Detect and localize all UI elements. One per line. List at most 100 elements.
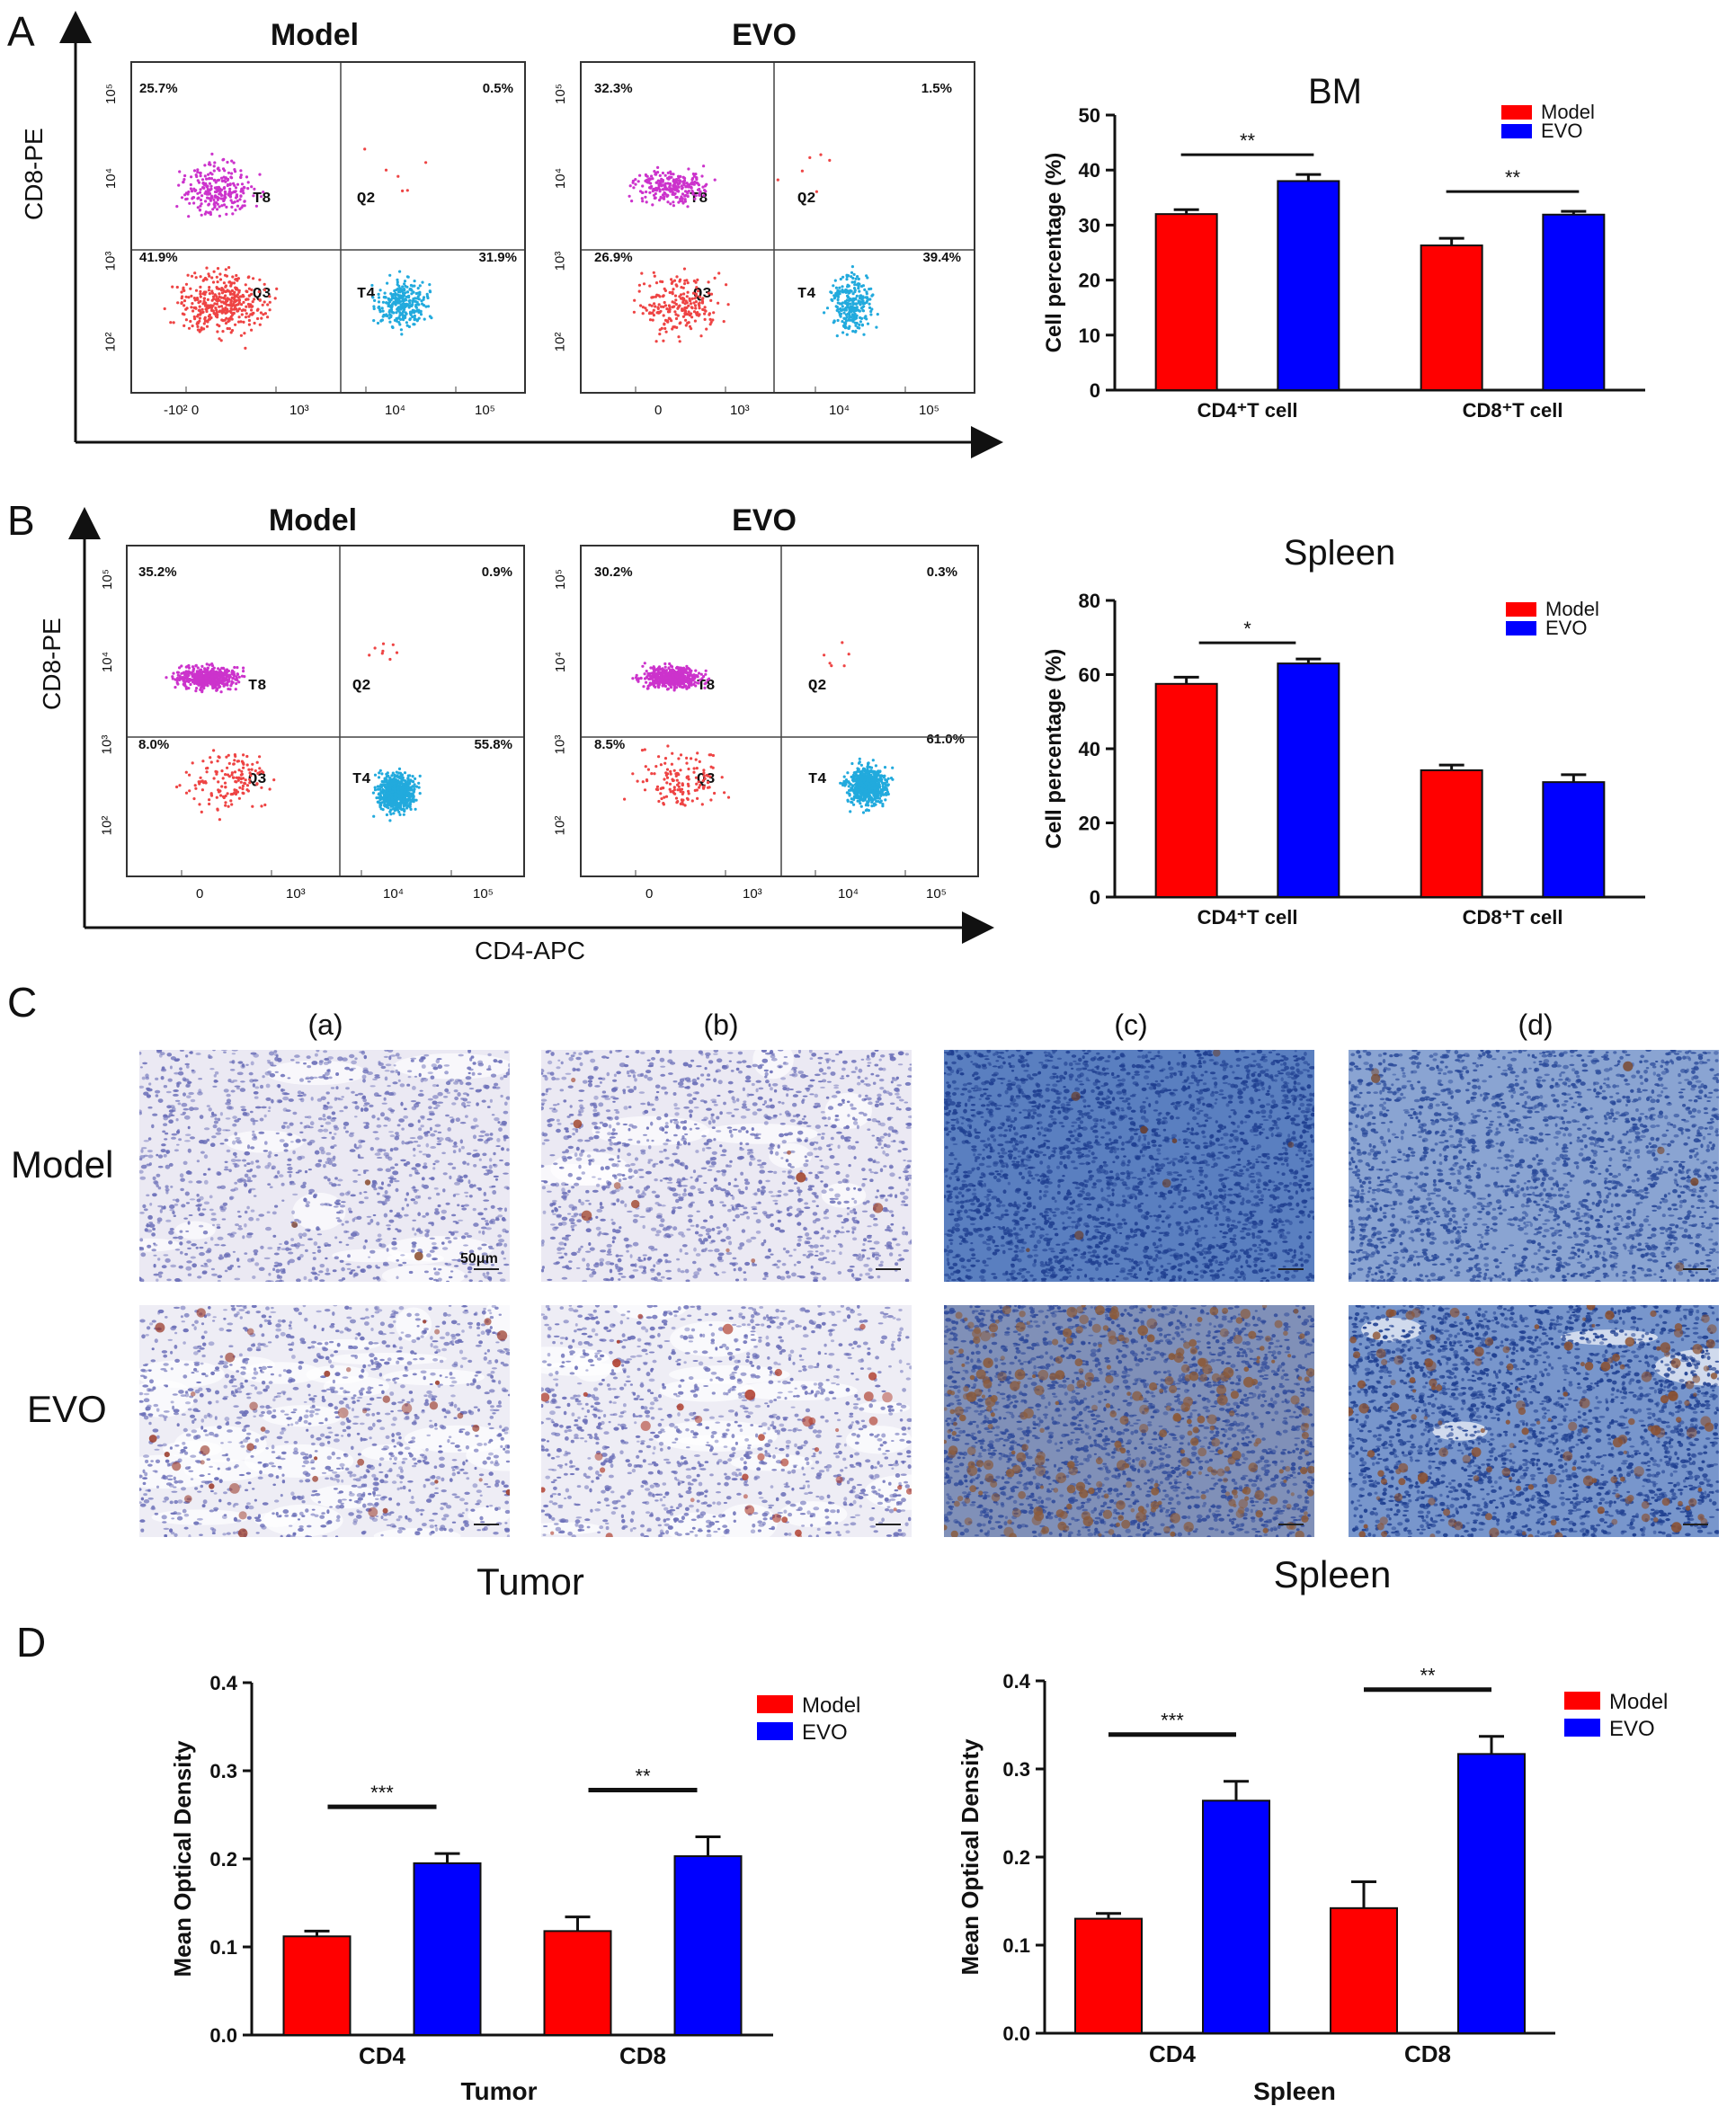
event-dot [413, 787, 416, 791]
event-dot [709, 753, 713, 757]
nucleus [395, 1228, 398, 1231]
event-dot [659, 180, 663, 183]
event-dot [251, 305, 254, 308]
event-dot [687, 778, 690, 781]
event-dot [839, 308, 842, 312]
event-dot [206, 298, 209, 301]
event-dot [851, 300, 855, 304]
event-dot [875, 777, 878, 780]
event-dot [207, 315, 210, 318]
event-dot [212, 198, 216, 202]
event-dot [191, 679, 194, 682]
nucleus [197, 1091, 203, 1096]
event-dot [641, 306, 645, 309]
bar-model [282, 1935, 352, 2036]
event-dot [245, 763, 249, 767]
event-dot [858, 323, 861, 326]
nucleus [444, 1237, 451, 1240]
gate-t4: T4 [357, 286, 375, 303]
event-dot [175, 680, 179, 685]
event-dot [700, 174, 704, 178]
event-dot [388, 657, 392, 662]
tick-y: 10⁴ [553, 652, 568, 672]
event-dot [659, 675, 663, 679]
nucleus [306, 1055, 311, 1059]
nucleus [468, 1249, 475, 1254]
event-dot [199, 198, 203, 202]
nucleus [416, 1144, 422, 1147]
event-dot [215, 688, 218, 692]
event-dot [258, 298, 262, 302]
event-dot [378, 804, 382, 807]
event-dot [191, 324, 194, 328]
event-dot [212, 169, 216, 173]
event-dot [237, 315, 241, 319]
event-dot [720, 776, 724, 779]
event-dot [242, 320, 245, 324]
nucleus [316, 1050, 320, 1053]
nucleus [423, 1053, 430, 1057]
event-dot [708, 677, 711, 680]
event-dot [650, 304, 654, 307]
event-dot [686, 194, 690, 199]
event-dot [244, 308, 247, 312]
event-dot [246, 181, 250, 184]
event-dot [691, 172, 695, 176]
event-dot [225, 673, 228, 677]
event-dot [845, 278, 849, 281]
nucleus [200, 1151, 205, 1154]
nucleus [314, 1275, 318, 1281]
event-dot [711, 318, 715, 322]
event-dot [228, 187, 232, 191]
tick-x: -10² 0 [164, 403, 199, 418]
event-dot [839, 312, 843, 315]
event-dot [400, 787, 404, 790]
event-dot [395, 805, 398, 809]
nucleus [335, 1086, 339, 1090]
nucleus [243, 1178, 247, 1184]
event-dot [891, 778, 895, 781]
event-dot [850, 761, 854, 766]
event-dot [380, 801, 384, 804]
event-dot [206, 766, 209, 770]
event-dot [422, 296, 426, 299]
event-dot [243, 200, 246, 203]
event-dot [231, 680, 235, 684]
event-dot [637, 289, 641, 293]
event-dot [859, 316, 864, 320]
event-dot [215, 275, 218, 279]
event-dot [225, 303, 228, 307]
event-dot [191, 196, 196, 200]
event-dot [184, 672, 188, 676]
nucleus [406, 1070, 413, 1073]
event-dot [239, 320, 243, 324]
event-dot [854, 324, 858, 327]
event-dot [200, 685, 203, 689]
event-dot [203, 191, 207, 195]
event-dot [690, 178, 694, 182]
event-dot [242, 666, 245, 670]
event-dot [857, 799, 860, 803]
event-dot [861, 776, 865, 779]
event-dot [246, 187, 250, 191]
event-dot [879, 788, 883, 792]
event-dot [657, 303, 661, 307]
event-dot [648, 186, 652, 190]
event-dot [666, 744, 670, 748]
event-dot [188, 201, 191, 205]
event-dot [381, 787, 385, 792]
event-dot [387, 781, 390, 785]
event-dot [215, 682, 219, 686]
event-dot [239, 175, 243, 179]
event-dot [233, 770, 237, 774]
event-dot [396, 804, 401, 808]
event-dot [412, 780, 415, 784]
event-dot [198, 305, 201, 308]
event-dot [401, 782, 405, 786]
nucleus [373, 1187, 378, 1191]
event-dot [215, 795, 218, 799]
event-dot [258, 278, 262, 281]
event-dot [692, 301, 696, 305]
y-tick-label: 40 [1079, 738, 1100, 760]
event-dot [220, 204, 224, 208]
